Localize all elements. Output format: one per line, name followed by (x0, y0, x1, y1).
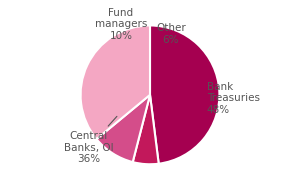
Wedge shape (97, 95, 150, 162)
Wedge shape (81, 25, 150, 139)
Text: Central
Banks, OI
36%: Central Banks, OI 36% (64, 116, 117, 164)
Wedge shape (133, 95, 159, 164)
Text: Fund
managers
10%: Fund managers 10% (95, 8, 147, 41)
Text: Other
6%: Other 6% (156, 23, 186, 45)
Wedge shape (150, 25, 219, 164)
Text: Bank
Treasuries
48%: Bank Treasuries 48% (207, 82, 260, 115)
